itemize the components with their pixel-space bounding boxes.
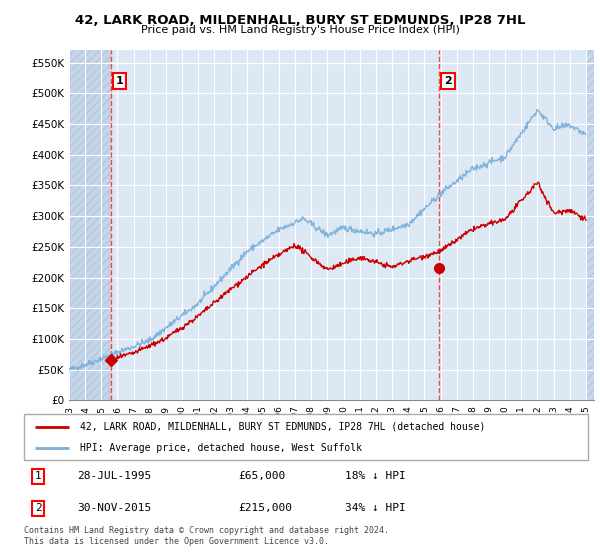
Text: £65,000: £65,000 <box>238 472 286 482</box>
Text: 42, LARK ROAD, MILDENHALL, BURY ST EDMUNDS, IP28 7HL: 42, LARK ROAD, MILDENHALL, BURY ST EDMUN… <box>75 14 525 27</box>
FancyBboxPatch shape <box>24 414 588 460</box>
Text: 34% ↓ HPI: 34% ↓ HPI <box>346 503 406 514</box>
Text: 1: 1 <box>115 76 123 86</box>
Text: 2: 2 <box>444 76 452 86</box>
Bar <box>69 50 110 400</box>
Text: HPI: Average price, detached house, West Suffolk: HPI: Average price, detached house, West… <box>80 443 362 453</box>
Text: 30-NOV-2015: 30-NOV-2015 <box>77 503 152 514</box>
Text: 42, LARK ROAD, MILDENHALL, BURY ST EDMUNDS, IP28 7HL (detached house): 42, LARK ROAD, MILDENHALL, BURY ST EDMUN… <box>80 422 486 432</box>
Text: Contains HM Land Registry data © Crown copyright and database right 2024.
This d: Contains HM Land Registry data © Crown c… <box>24 526 389 546</box>
Text: Price paid vs. HM Land Registry's House Price Index (HPI): Price paid vs. HM Land Registry's House … <box>140 25 460 35</box>
Text: 28-JUL-1995: 28-JUL-1995 <box>77 472 152 482</box>
Text: £215,000: £215,000 <box>238 503 292 514</box>
Text: 1: 1 <box>35 472 41 482</box>
Bar <box>586 50 594 400</box>
Text: 2: 2 <box>35 503 41 514</box>
Text: 18% ↓ HPI: 18% ↓ HPI <box>346 472 406 482</box>
